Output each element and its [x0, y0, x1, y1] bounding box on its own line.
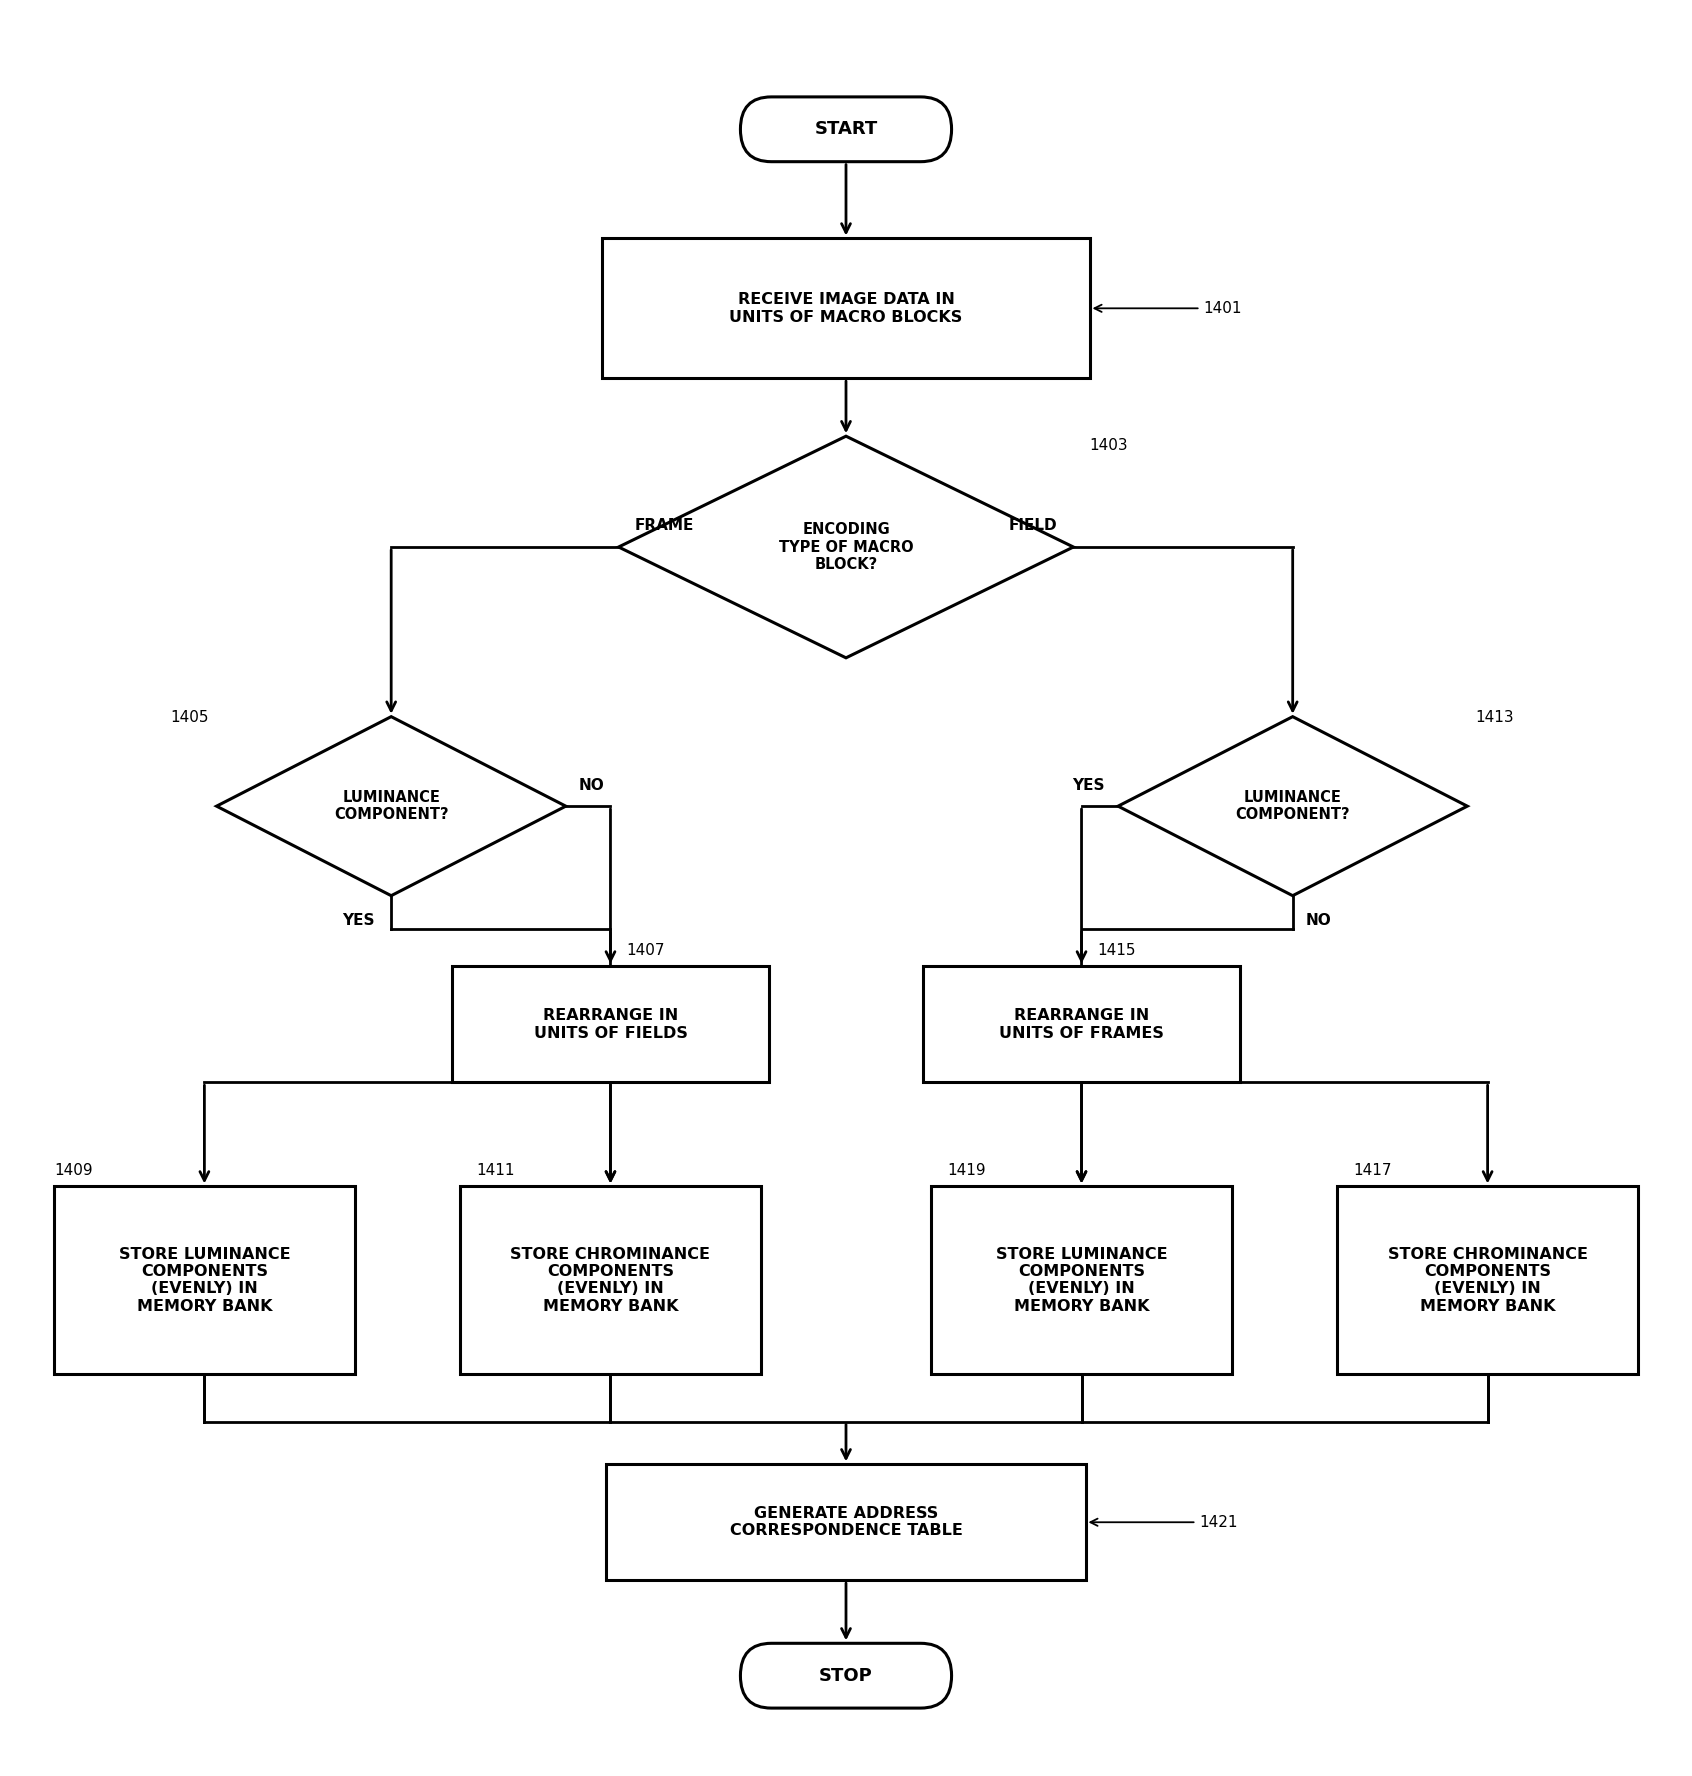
- Polygon shape: [1118, 718, 1467, 895]
- Text: REARRANGE IN
UNITS OF FRAMES: REARRANGE IN UNITS OF FRAMES: [998, 1009, 1164, 1041]
- Text: STORE LUMINANCE
COMPONENTS
(EVENLY) IN
MEMORY BANK: STORE LUMINANCE COMPONENTS (EVENLY) IN M…: [995, 1247, 1167, 1314]
- FancyBboxPatch shape: [54, 1186, 355, 1375]
- Text: 1419: 1419: [948, 1163, 986, 1177]
- FancyBboxPatch shape: [452, 966, 768, 1082]
- FancyBboxPatch shape: [931, 1186, 1232, 1375]
- FancyBboxPatch shape: [606, 1463, 1086, 1581]
- Text: 1401: 1401: [1095, 300, 1242, 316]
- Polygon shape: [217, 718, 565, 895]
- Text: 1421: 1421: [1090, 1515, 1239, 1529]
- Text: YES: YES: [342, 913, 376, 927]
- FancyBboxPatch shape: [741, 1643, 951, 1709]
- Text: YES: YES: [1073, 778, 1105, 792]
- FancyBboxPatch shape: [741, 98, 951, 162]
- Text: START: START: [814, 121, 878, 139]
- Text: RECEIVE IMAGE DATA IN
UNITS OF MACRO BLOCKS: RECEIVE IMAGE DATA IN UNITS OF MACRO BLO…: [729, 291, 963, 325]
- Text: NO: NO: [579, 778, 604, 792]
- Text: 1409: 1409: [54, 1163, 93, 1177]
- Text: LUMINANCE
COMPONENT?: LUMINANCE COMPONENT?: [1235, 790, 1350, 822]
- Text: 1417: 1417: [1354, 1163, 1393, 1177]
- Text: STORE CHROMINANCE
COMPONENTS
(EVENLY) IN
MEMORY BANK: STORE CHROMINANCE COMPONENTS (EVENLY) IN…: [511, 1247, 711, 1314]
- FancyBboxPatch shape: [460, 1186, 761, 1375]
- Text: REARRANGE IN
UNITS OF FIELDS: REARRANGE IN UNITS OF FIELDS: [533, 1009, 687, 1041]
- Text: NO: NO: [1306, 913, 1332, 927]
- Text: 1403: 1403: [1090, 439, 1129, 453]
- Text: 1405: 1405: [169, 710, 208, 725]
- Text: GENERATE ADDRESS
CORRESPONDENCE TABLE: GENERATE ADDRESS CORRESPONDENCE TABLE: [729, 1506, 963, 1538]
- Text: STORE CHROMINANCE
COMPONENTS
(EVENLY) IN
MEMORY BANK: STORE CHROMINANCE COMPONENTS (EVENLY) IN…: [1387, 1247, 1587, 1314]
- Polygon shape: [619, 437, 1073, 657]
- Text: LUMINANCE
COMPONENT?: LUMINANCE COMPONENT?: [333, 790, 448, 822]
- Text: 1407: 1407: [626, 943, 665, 957]
- Text: 1411: 1411: [477, 1163, 514, 1177]
- Text: 1413: 1413: [1475, 710, 1514, 725]
- Text: FRAME: FRAME: [634, 519, 694, 533]
- Text: 1415: 1415: [1098, 943, 1137, 957]
- FancyBboxPatch shape: [924, 966, 1240, 1082]
- Text: STORE LUMINANCE
COMPONENTS
(EVENLY) IN
MEMORY BANK: STORE LUMINANCE COMPONENTS (EVENLY) IN M…: [118, 1247, 291, 1314]
- Text: STOP: STOP: [819, 1666, 873, 1685]
- Text: FIELD: FIELD: [1008, 519, 1058, 533]
- FancyBboxPatch shape: [602, 238, 1090, 378]
- FancyBboxPatch shape: [1337, 1186, 1638, 1375]
- Text: ENCODING
TYPE OF MACRO
BLOCK?: ENCODING TYPE OF MACRO BLOCK?: [778, 522, 914, 572]
